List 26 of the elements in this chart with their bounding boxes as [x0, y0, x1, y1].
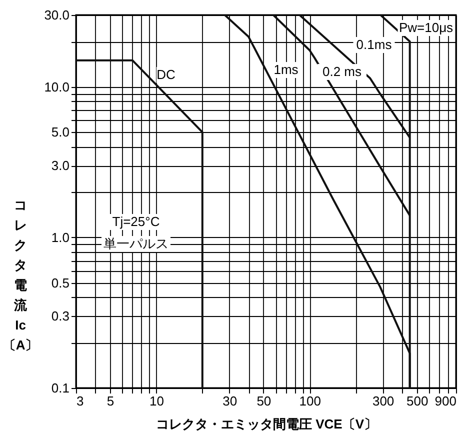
- x-tick-label: 5: [106, 394, 114, 408]
- annotation: Tj=25°C: [112, 214, 160, 229]
- x-tick-label: 500: [406, 394, 428, 408]
- y-tick-label: 0.5: [51, 275, 70, 290]
- annotation: 0.1ms: [356, 37, 392, 52]
- annotation: Pw=10μs: [398, 20, 454, 35]
- y-axis-title: コレクタ電流 Ic 〔A〕: [2, 198, 38, 352]
- x-tick-label: 100: [299, 394, 321, 408]
- x-tick-label: 50: [256, 394, 272, 408]
- annotation: 0.2 ms: [322, 64, 362, 79]
- y-tick-label: 5.0: [51, 124, 70, 140]
- x-tick-label: 10: [149, 394, 164, 408]
- y-tick-label: 1.0: [51, 230, 70, 245]
- y-tick-label: 0.1: [51, 380, 70, 396]
- y-tick-label: 0.3: [51, 308, 70, 324]
- y-tick-label: 30.0: [44, 8, 70, 22]
- y-tick-label: 3.0: [51, 158, 70, 174]
- x-tick-label: 300: [372, 394, 394, 408]
- x-tick-label: 3: [76, 394, 84, 408]
- x-tick-label: 30: [222, 394, 238, 408]
- annotation: 単一パルス: [104, 236, 168, 251]
- annotation: DC: [156, 67, 176, 82]
- x-tick-label: 900: [434, 394, 456, 408]
- annotation: 1ms: [274, 62, 299, 77]
- x-axis-title: コレクタ・エミッタ間電圧 VCE〔V〕: [156, 416, 378, 432]
- y-tick-label: 10.0: [44, 79, 70, 94]
